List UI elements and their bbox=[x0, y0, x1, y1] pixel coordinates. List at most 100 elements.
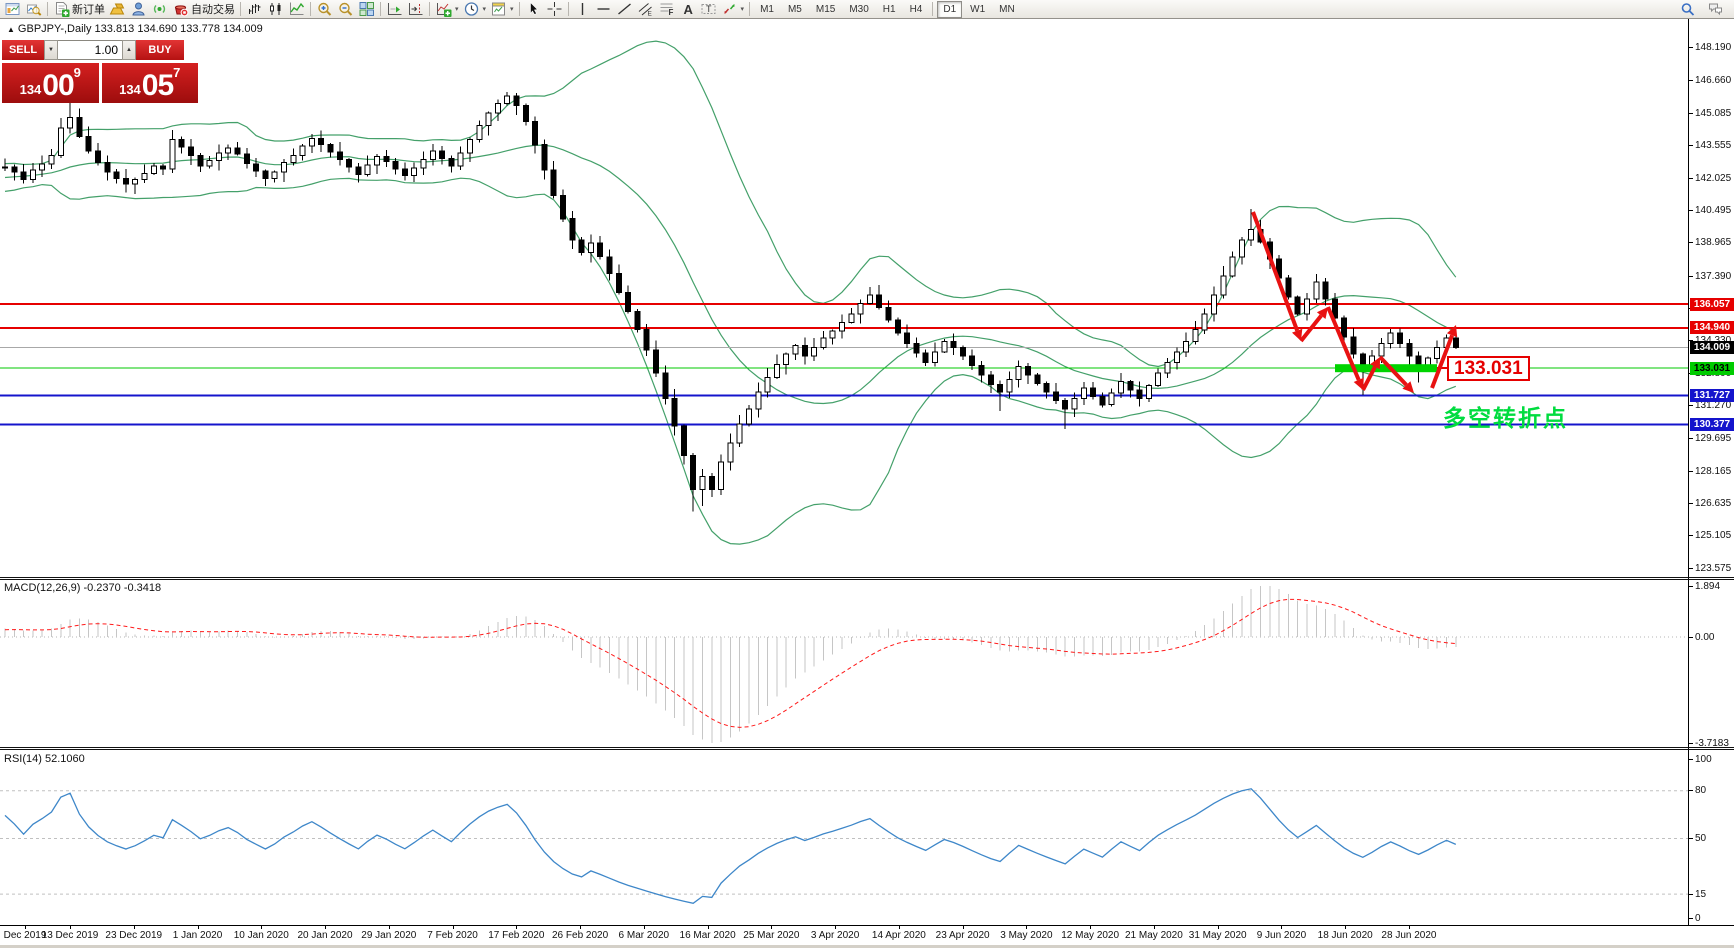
price-tick: 146.660 bbox=[1689, 75, 1731, 86]
timeframe-m1-button[interactable]: M1 bbox=[760, 3, 774, 15]
support-zone-bar[interactable] bbox=[1335, 364, 1437, 373]
funds-button[interactable] bbox=[107, 1, 128, 18]
autotrade-button[interactable]: 自动交易 bbox=[170, 1, 237, 18]
sell-button[interactable]: SELL bbox=[2, 40, 44, 60]
buy-quote[interactable]: 134 05 7 bbox=[101, 63, 198, 103]
cursor-button[interactable] bbox=[523, 1, 544, 18]
line-chart-button[interactable] bbox=[286, 1, 307, 18]
profile-button[interactable] bbox=[128, 1, 149, 18]
line-chart-icon bbox=[290, 2, 305, 15]
horizontal-line-button[interactable] bbox=[593, 1, 614, 18]
timeframe-w1-button[interactable]: W1 bbox=[970, 3, 986, 15]
search-icon bbox=[1681, 3, 1695, 16]
equidistant-channel-button[interactable]: E bbox=[635, 1, 656, 18]
candlestick-button[interactable] bbox=[265, 1, 286, 18]
volume-down-stepper[interactable]: ▼ bbox=[44, 40, 58, 60]
date-axis[interactable]: Dec 2019 13 Dec 2019 23 Dec 2019 1 Jan 2020… bbox=[0, 925, 1734, 945]
window-bottom-edge bbox=[0, 945, 1734, 948]
trend-zigzag-arrows[interactable] bbox=[1251, 211, 1458, 393]
toolbar-separator bbox=[749, 2, 751, 16]
crosshair-button[interactable] bbox=[544, 1, 565, 18]
trendline-button[interactable] bbox=[614, 1, 635, 18]
sell-quote[interactable]: 134 00 9 bbox=[2, 63, 99, 103]
rsi-indicator-label: RSI(14) 52.1060 bbox=[4, 753, 85, 765]
price-axis[interactable]: 148.190 146.660 145.085 143.555 142.025 140.4… bbox=[1688, 19, 1734, 925]
price-chart-canvas[interactable] bbox=[0, 19, 1688, 948]
price-tick: 126.635 bbox=[1689, 498, 1731, 509]
support-price-callout[interactable]: 133.031 bbox=[1447, 356, 1530, 381]
chat-icon bbox=[1709, 3, 1722, 16]
label-icon: T bbox=[701, 4, 716, 14]
horizontal-level-lines[interactable] bbox=[0, 303, 1688, 426]
volume-input[interactable] bbox=[58, 40, 122, 60]
autotrade-icon bbox=[174, 5, 189, 17]
timeframe-d1-button[interactable]: D1 bbox=[937, 0, 963, 18]
volume-up-stepper[interactable]: ▲ bbox=[122, 40, 136, 60]
timeframe-m30-button[interactable]: M30 bbox=[849, 3, 869, 15]
date-label: 18 Jun 2020 bbox=[1317, 930, 1373, 941]
periods-button[interactable]: ▾ bbox=[461, 1, 489, 18]
panel-separator[interactable] bbox=[0, 577, 1734, 578]
symbol-info: ▲ GBPJPY-,Daily 133.813 134.690 133.778 1… bbox=[7, 23, 263, 35]
signals-button[interactable] bbox=[149, 1, 170, 18]
date-tick bbox=[388, 926, 390, 929]
date-tick bbox=[1153, 926, 1155, 929]
date-tick bbox=[516, 926, 518, 929]
vertical-line-button[interactable] bbox=[572, 1, 593, 18]
tile-windows-button[interactable] bbox=[356, 1, 377, 18]
price-badge: 131.727 bbox=[1690, 389, 1734, 403]
date-label: 21 May 2020 bbox=[1124, 930, 1183, 941]
chat-button[interactable] bbox=[1705, 1, 1726, 18]
zoom-out-button[interactable] bbox=[335, 1, 356, 18]
date-label: 26 Feb 2020 bbox=[551, 930, 609, 941]
toolbar-separator bbox=[47, 2, 48, 16]
timeframe-mn-button[interactable]: MN bbox=[999, 3, 1015, 15]
date-tick bbox=[1090, 926, 1092, 929]
chart-shift-button[interactable] bbox=[405, 1, 426, 18]
buy-button[interactable]: BUY bbox=[136, 40, 184, 60]
date-tick bbox=[325, 926, 327, 929]
date-tick bbox=[70, 926, 71, 929]
bar-chart-button[interactable] bbox=[244, 1, 265, 18]
arrows-button[interactable]: ▾ bbox=[719, 1, 747, 18]
sell-price-figure: 134 bbox=[19, 82, 42, 97]
label-button[interactable]: T bbox=[698, 1, 719, 18]
svg-text:F: F bbox=[668, 8, 673, 17]
text-icon: A bbox=[683, 2, 693, 17]
date-tick bbox=[707, 926, 709, 929]
turning-point-annotation[interactable]: 多空转折点 bbox=[1443, 405, 1568, 431]
panel-separator bbox=[0, 749, 1734, 750]
panel-separator[interactable] bbox=[0, 747, 1734, 748]
indicators-button[interactable]: ▾ bbox=[433, 1, 461, 18]
profile-icon bbox=[132, 2, 145, 16]
timeframe-m15-button[interactable]: M15 bbox=[815, 3, 836, 15]
autotrade-label: 自动交易 bbox=[191, 4, 235, 16]
buy-price-point: 7 bbox=[173, 65, 181, 80]
timeframe-h1-button[interactable]: H1 bbox=[882, 3, 896, 15]
templates-button[interactable]: ▾ bbox=[488, 1, 516, 18]
date-label: 16 Mar 2020 bbox=[679, 930, 736, 941]
price-tick: 129.695 bbox=[1689, 433, 1731, 444]
text-button[interactable]: A bbox=[677, 1, 698, 18]
price-tick: 143.555 bbox=[1689, 140, 1731, 151]
date-label: 12 May 2020 bbox=[1061, 930, 1120, 941]
cursor-icon bbox=[529, 1, 538, 15]
timeframe-m5-button[interactable]: M5 bbox=[787, 3, 802, 15]
charts-window-button[interactable] bbox=[2, 1, 23, 18]
indicators-icon bbox=[437, 3, 452, 17]
chevron-down-icon: ▾ bbox=[482, 6, 487, 13]
periods-icon bbox=[464, 2, 478, 16]
date-label: 23 Apr 2020 bbox=[935, 930, 990, 941]
macd-histogram bbox=[4, 586, 1457, 743]
date-tick bbox=[133, 926, 135, 929]
market-watch-button[interactable] bbox=[23, 1, 44, 18]
collapse-panel-icon[interactable]: ▲ bbox=[7, 25, 15, 34]
fibonacci-button[interactable]: F bbox=[656, 1, 677, 18]
timeframe-h4-button[interactable]: H4 bbox=[909, 3, 923, 15]
auto-scroll-button[interactable] bbox=[384, 1, 405, 18]
vertical-line-icon bbox=[581, 3, 583, 15]
search-button[interactable] bbox=[1677, 1, 1698, 18]
zoom-in-button[interactable] bbox=[314, 1, 335, 18]
date-label: 14 Apr 2020 bbox=[871, 930, 926, 941]
new-order-button[interactable]: 新订单 bbox=[51, 1, 107, 18]
